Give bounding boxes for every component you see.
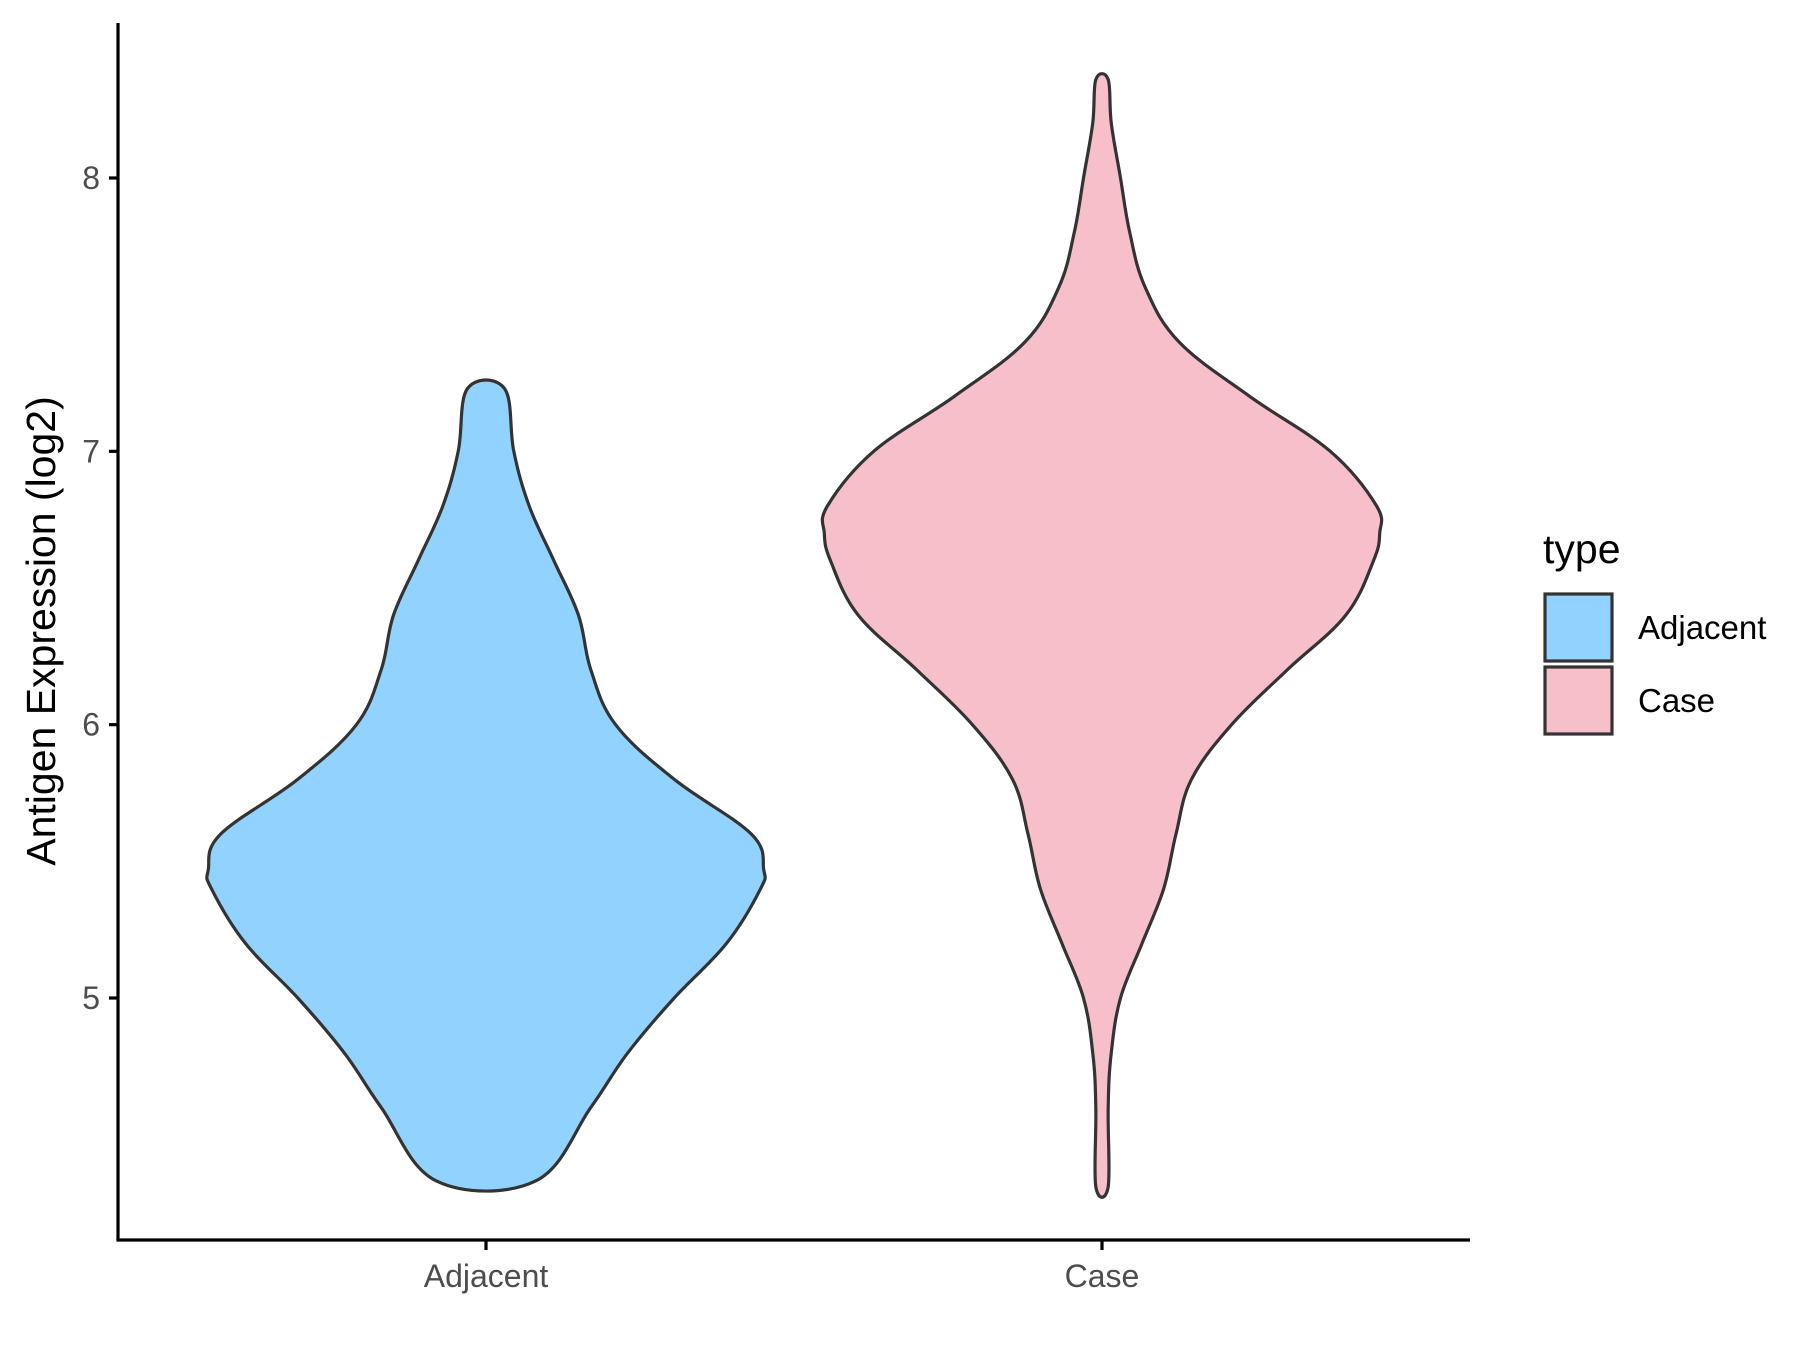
y-ticks: 5 6 7 8 <box>82 160 118 1016</box>
legend-swatch-case <box>1543 665 1614 736</box>
legend: type Adjacent Case <box>1543 526 1766 736</box>
x-tick-label-adjacent: Adjacent <box>424 1258 549 1294</box>
legend-swatch-adjacent <box>1543 592 1614 663</box>
y-tick-label: 5 <box>82 980 100 1016</box>
y-tick-label: 6 <box>82 707 100 743</box>
y-tick-label: 8 <box>82 160 100 196</box>
legend-title: type <box>1543 526 1621 572</box>
legend-entries: Adjacent Case <box>1543 592 1766 736</box>
x-ticks: Adjacent Case <box>424 1240 1140 1294</box>
y-tick-label: 7 <box>82 433 100 469</box>
legend-label-case: Case <box>1638 682 1715 719</box>
violins <box>205 72 1384 1199</box>
x-tick-label-case: Case <box>1065 1258 1140 1294</box>
violin-adjacent <box>205 378 767 1193</box>
legend-label-adjacent: Adjacent <box>1638 609 1766 646</box>
y-axis-title: Antigen Expression (log2) <box>18 396 64 865</box>
violin-case <box>820 72 1384 1199</box>
plot-area: 5 6 7 8 Adjacent Case Antigen Expression (lo… <box>18 23 1470 1294</box>
